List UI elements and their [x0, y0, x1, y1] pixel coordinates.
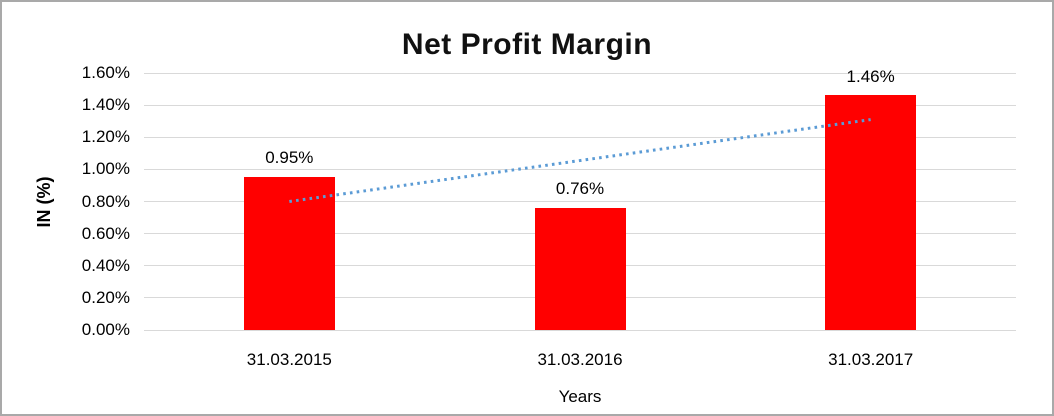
y-tick-label: 0.40% — [81, 255, 130, 275]
y-tick-label: 0.00% — [81, 320, 130, 339]
gridline — [144, 201, 1016, 202]
bar-31.03.2015 — [243, 177, 335, 330]
gridline — [144, 329, 1016, 331]
y-tick-label: 1.00% — [81, 159, 130, 179]
gridline — [144, 72, 1016, 74]
data-label: 0.76% — [555, 178, 605, 198]
gridline — [144, 168, 1016, 170]
x-tick-label: 31.03.2017 — [828, 350, 914, 369]
y-tick-label: 0.80% — [81, 191, 130, 211]
x-tick-label: 31.03.2016 — [537, 350, 623, 369]
y-tick-label: 1.40% — [81, 95, 130, 115]
chart-title: Net Profit Margin — [401, 28, 653, 61]
trendline — [289, 118, 871, 203]
data-label: 0.95% — [265, 148, 314, 168]
x-axis-title: Years — [558, 387, 602, 406]
bar-31.03.2017 — [825, 95, 917, 330]
y-tick-label: 0.20% — [81, 287, 130, 307]
y-tick-label: 1.60% — [81, 63, 130, 82]
x-tick-label: 31.03.2015 — [246, 350, 332, 369]
y-tick-label: 0.60% — [81, 223, 130, 243]
gridline — [144, 104, 1016, 106]
data-label: 1.46% — [846, 66, 895, 86]
plot-area: 0.95% 0.76% 1.46% — [144, 67, 1016, 331]
y-tick-label: 1.20% — [81, 127, 130, 147]
bar-31.03.2016 — [534, 207, 626, 330]
gridline — [144, 136, 1016, 138]
